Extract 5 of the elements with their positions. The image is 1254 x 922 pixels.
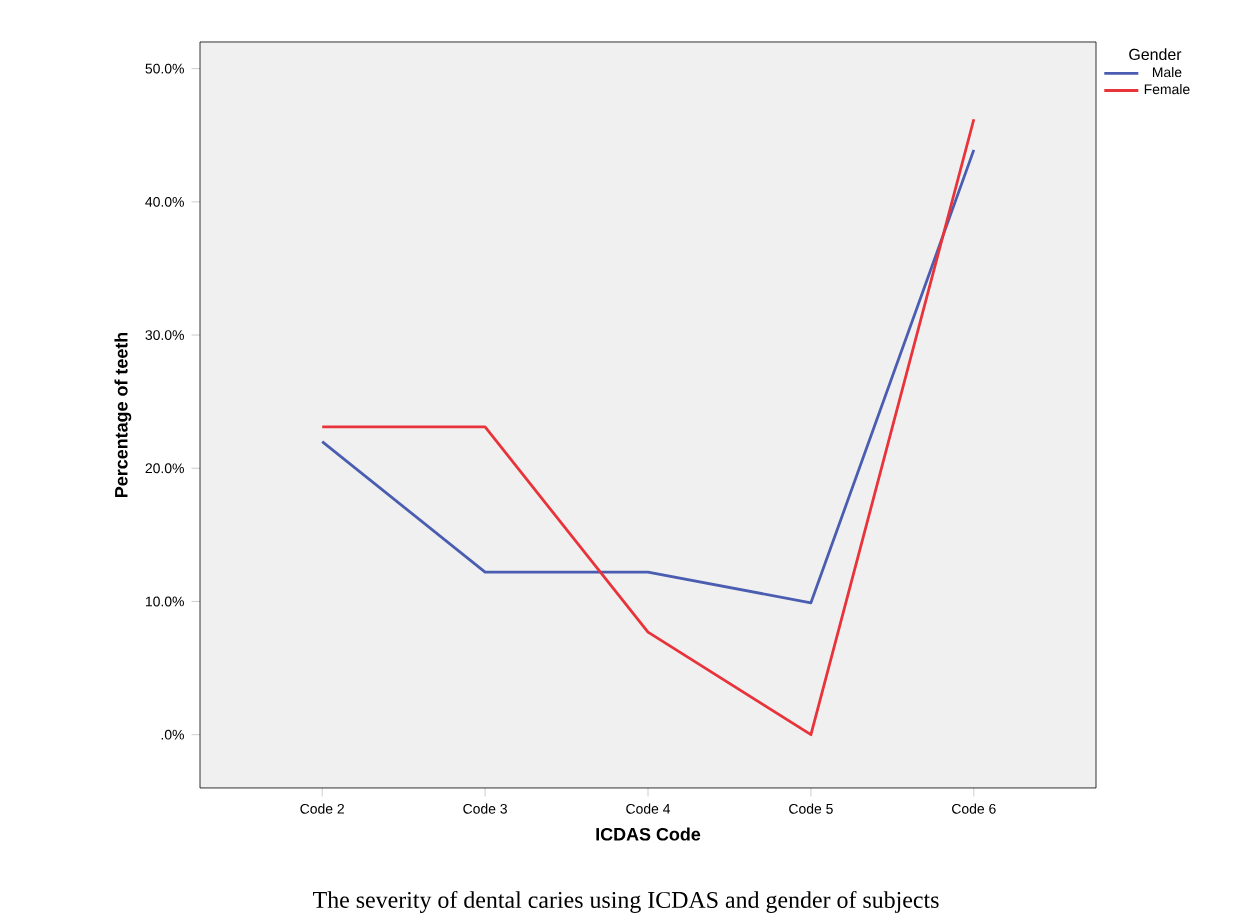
y-axis-title: Percentage of teeth [114,332,132,497]
x-axis-title: ICDAS Code [596,827,701,841]
line-series [320,117,976,737]
text: The severity of dental caries using ICDAS and gender of subjects [313,890,939,913]
line-series [320,148,976,605]
